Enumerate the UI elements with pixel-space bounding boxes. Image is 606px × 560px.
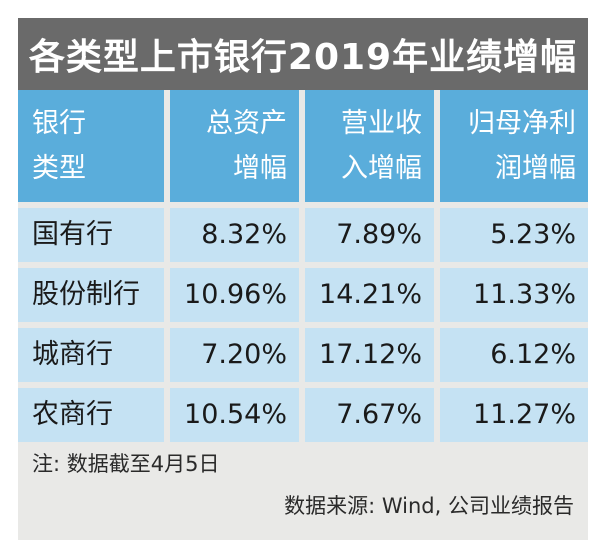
table-header-row: 银行 类型 总资产 增幅 营业收 入增幅 归母净利 润增幅 <box>18 90 588 208</box>
cell-revenue-growth: 14.21% <box>305 268 434 322</box>
table-card: 各类型上市银行2019年业绩增幅 银行 类型 总资产 增幅 营业收 入增幅 归母… <box>18 18 588 540</box>
header-revenue-growth: 营业收 入增幅 <box>305 90 434 202</box>
header-net-profit-growth: 归母净利 润增幅 <box>440 90 588 202</box>
cell-net-profit-growth: 11.33% <box>440 268 588 322</box>
cell-revenue-growth: 7.67% <box>305 388 434 442</box>
cell-net-profit-growth: 5.23% <box>440 208 588 262</box>
header-total-assets-line-2: 增幅 <box>233 153 287 184</box>
header-bank-type-line-2: 类型 <box>32 153 86 184</box>
table-row: 城商行 7.20% 17.12% 6.12% <box>18 328 588 382</box>
row-label: 股份制行 <box>18 268 164 322</box>
cell-total-assets-growth: 10.96% <box>170 268 299 322</box>
table-title: 各类型上市银行2019年业绩增幅 <box>18 18 588 90</box>
header-bank-type-line-1: 银行 <box>32 108 86 139</box>
header-total-assets-growth: 总资产 增幅 <box>170 90 299 202</box>
header-net-profit-line-2: 润增幅 <box>495 153 576 184</box>
cell-revenue-growth: 7.89% <box>305 208 434 262</box>
cell-total-assets-growth: 10.54% <box>170 388 299 442</box>
header-net-profit-line-1: 归母净利 <box>468 108 576 139</box>
row-label: 农商行 <box>18 388 164 442</box>
cell-total-assets-growth: 7.20% <box>170 328 299 382</box>
cell-net-profit-growth: 11.27% <box>440 388 588 442</box>
row-label: 城商行 <box>18 328 164 382</box>
header-revenue-line-2: 入增幅 <box>341 153 422 184</box>
table-row: 股份制行 10.96% 14.21% 11.33% <box>18 268 588 322</box>
header-bank-type: 银行 类型 <box>18 90 164 202</box>
table-row: 国有行 8.32% 7.89% 5.23% <box>18 208 588 262</box>
cell-net-profit-growth: 6.12% <box>440 328 588 382</box>
table-row: 农商行 10.54% 7.67% 11.27% <box>18 388 588 442</box>
data-source: 数据来源: Wind, 公司业绩报告 <box>284 494 574 518</box>
table-note: 注: 数据截至4月5日 <box>32 452 220 476</box>
cell-total-assets-growth: 8.32% <box>170 208 299 262</box>
row-label: 国有行 <box>18 208 164 262</box>
cell-revenue-growth: 17.12% <box>305 328 434 382</box>
header-revenue-line-1: 营业收 <box>341 108 422 139</box>
header-total-assets-line-1: 总资产 <box>206 108 287 139</box>
